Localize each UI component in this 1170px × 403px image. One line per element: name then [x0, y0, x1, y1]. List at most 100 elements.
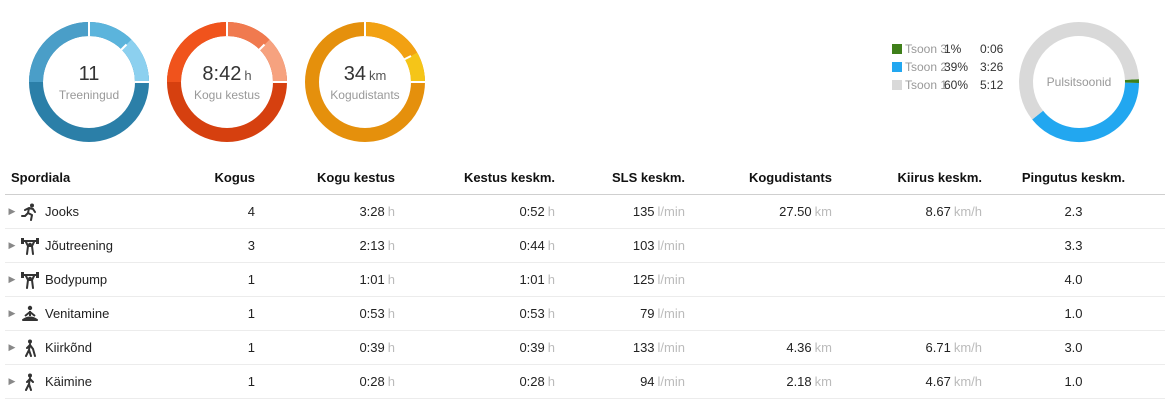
total-distance-cell-unit: km: [814, 204, 832, 219]
total-duration-cell-unit: h: [387, 272, 395, 287]
distance-unit: km: [368, 67, 387, 83]
avg-heart-rate-cell: 94 l/min: [555, 364, 685, 399]
count-cell: 1: [165, 296, 255, 331]
avg-effort-cell: 3.3: [982, 228, 1165, 263]
sport-cell: ▶ Venitamine: [5, 296, 165, 331]
avg-duration-cell: 0:39 h: [395, 330, 555, 365]
sport-name: Bodypump: [45, 272, 108, 287]
avg-effort-cell: 3.0: [982, 330, 1165, 365]
legend-zone-1[interactable]: Tsoon 1 60% 5:12: [892, 76, 1003, 94]
avg-speed-cell: [832, 296, 982, 331]
table-row[interactable]: ▶ Käimine 1 0:28 h 0:28 h 94 l/min 2.18 km 4.67 km/h…: [5, 364, 1165, 399]
total-duration-cell-unit: h: [387, 306, 395, 321]
pulse-segment-tsoon-1: [1019, 22, 1139, 120]
pulse-zone-ring: [1019, 22, 1139, 142]
table-row[interactable]: ▶ Jõutreening 3 2:13 h 0:44 h 103 l/min 3.3: [5, 228, 1165, 263]
expand-arrow-icon[interactable]: ▶: [8, 240, 16, 250]
sport-name: Käimine: [45, 374, 92, 389]
expand-arrow-icon[interactable]: ▶: [8, 376, 16, 386]
avg-speed-cell: [832, 228, 982, 263]
zone-2-time: 3:26: [980, 60, 1004, 74]
header-total-distance[interactable]: Kogudistants: [685, 160, 832, 195]
trainings-value: 11: [78, 62, 100, 85]
header-count[interactable]: Kogus: [165, 160, 255, 195]
zone-1-name: Tsoon 1: [905, 78, 948, 92]
expand-arrow-icon[interactable]: ▶: [8, 342, 16, 352]
walking-icon: [19, 371, 41, 393]
pulse-segment-tsoon-2: [1032, 82, 1139, 142]
header-avg-speed[interactable]: Kiirus keskm.: [832, 160, 982, 195]
avg-effort-cell: 2.3: [982, 194, 1165, 229]
total-duration-cell: 0:39 h: [255, 330, 395, 365]
pulse-zone-label: Pulsitsoonid: [1046, 75, 1112, 89]
avg-duration-cell-unit: h: [547, 272, 555, 287]
sport-cell: ▶ Jooks: [5, 194, 165, 229]
avg-duration-cell: 0:44 h: [395, 228, 555, 263]
sports-table: Spordiala Kogus Kogu kestus Kestus keskm…: [5, 160, 1165, 399]
avg-speed-cell: [832, 262, 982, 297]
avg-heart-rate-cell-unit: l/min: [657, 238, 685, 253]
avg-effort-cell: 1.0: [982, 364, 1165, 399]
header-total-duration[interactable]: Kogu kestus: [255, 160, 395, 195]
total-duration-cell-unit: h: [387, 340, 395, 355]
trainings-donut[interactable]: 11 Treeningud: [27, 20, 151, 144]
total-duration-cell: 3:28 h: [255, 194, 395, 229]
table-row[interactable]: ▶ Jooks 4 3:28 h 0:52 h 135 l/min 27.50 km 8.67 km/h…: [5, 194, 1165, 229]
expand-arrow-icon[interactable]: ▶: [8, 308, 16, 318]
pulse-zone-donut[interactable]: Pulsitsoonid: [1017, 20, 1141, 144]
weightlifting-icon: [19, 269, 41, 291]
trainings-ring: [29, 22, 150, 142]
avg-speed-cell-unit: km/h: [953, 340, 982, 355]
avg-speed-cell: 4.67 km/h: [832, 364, 982, 399]
table-row[interactable]: ▶ Bodypump 1 1:01 h 1:01 h 125 l/min 4.0: [5, 262, 1165, 297]
zone-2-swatch: [892, 62, 902, 72]
total-distance-cell: 4.36 km: [685, 330, 832, 365]
weightlifting-icon: [19, 235, 41, 257]
header-avg-effort[interactable]: Pingutus keskm.: [982, 160, 1165, 195]
zone-1-percent: 60%: [944, 78, 969, 92]
expand-arrow-icon[interactable]: ▶: [8, 206, 16, 216]
sport-cell: ▶ Bodypump: [5, 262, 165, 297]
avg-duration-cell-unit: h: [547, 306, 555, 321]
legend-zone-3[interactable]: Tsoon 3 1% 0:06: [892, 40, 1003, 58]
zone-2-percent: 39%: [944, 60, 969, 74]
avg-heart-rate-cell-unit: l/min: [657, 306, 685, 321]
avg-duration-cell: 0:28 h: [395, 364, 555, 399]
total-distance-cell: [685, 262, 832, 297]
pulse-zone-legend: Tsoon 3 1% 0:06 Tsoon 2 39% 3:26 Tsoon 1…: [892, 40, 1003, 94]
avg-duration-cell: 0:53 h: [395, 296, 555, 331]
total-distance-cell: 27.50 km: [685, 194, 832, 229]
avg-heart-rate-cell-unit: l/min: [657, 204, 685, 219]
duration-ring: [167, 21, 288, 142]
distance-value: 34: [343, 62, 366, 85]
distance-ring: [305, 22, 425, 142]
avg-duration-cell-unit: h: [547, 238, 555, 253]
zone-3-percent: 1%: [944, 42, 962, 56]
legend-zone-2[interactable]: Tsoon 2 39% 3:26: [892, 58, 1003, 76]
total-duration-cell: 2:13 h: [255, 228, 395, 263]
distance-donut[interactable]: 34 km Kogudistants: [303, 20, 427, 144]
running-icon: [19, 201, 41, 223]
zone-1-time: 5:12: [980, 78, 1004, 92]
zone-3-time: 0:06: [980, 42, 1004, 56]
expand-arrow-icon[interactable]: ▶: [8, 274, 16, 284]
avg-effort-cell: 1.0: [982, 296, 1165, 331]
header-avg-duration[interactable]: Kestus keskm.: [395, 160, 555, 195]
header-avg-heart-rate[interactable]: SLS keskm.: [555, 160, 685, 195]
avg-speed-cell: 6.71 km/h: [832, 330, 982, 365]
avg-duration-cell-unit: h: [547, 340, 555, 355]
trainings-label: Treeningud: [58, 87, 120, 102]
avg-heart-rate-cell: 79 l/min: [555, 296, 685, 331]
table-header-row: Spordiala Kogus Kogu kestus Kestus keskm…: [5, 160, 1165, 195]
avg-speed-cell: 8.67 km/h: [832, 194, 982, 229]
duration-donut[interactable]: 8:42 h Kogu kestus: [165, 20, 289, 144]
sport-name: Jooks: [45, 204, 79, 219]
table-row[interactable]: ▶ Venitamine 1 0:53 h 0:53 h 79 l/min 1.0: [5, 296, 1165, 331]
table-row[interactable]: ▶ Kiirkõnd 1 0:39 h 0:39 h 133 l/min 4.36 km 6.71 km…: [5, 330, 1165, 365]
avg-heart-rate-cell: 135 l/min: [555, 194, 685, 229]
count-cell: 1: [165, 364, 255, 399]
avg-heart-rate-cell-unit: l/min: [657, 340, 685, 355]
header-sport[interactable]: Spordiala: [5, 160, 165, 195]
zone-1-swatch: [892, 80, 902, 90]
sport-name: Venitamine: [45, 306, 110, 321]
